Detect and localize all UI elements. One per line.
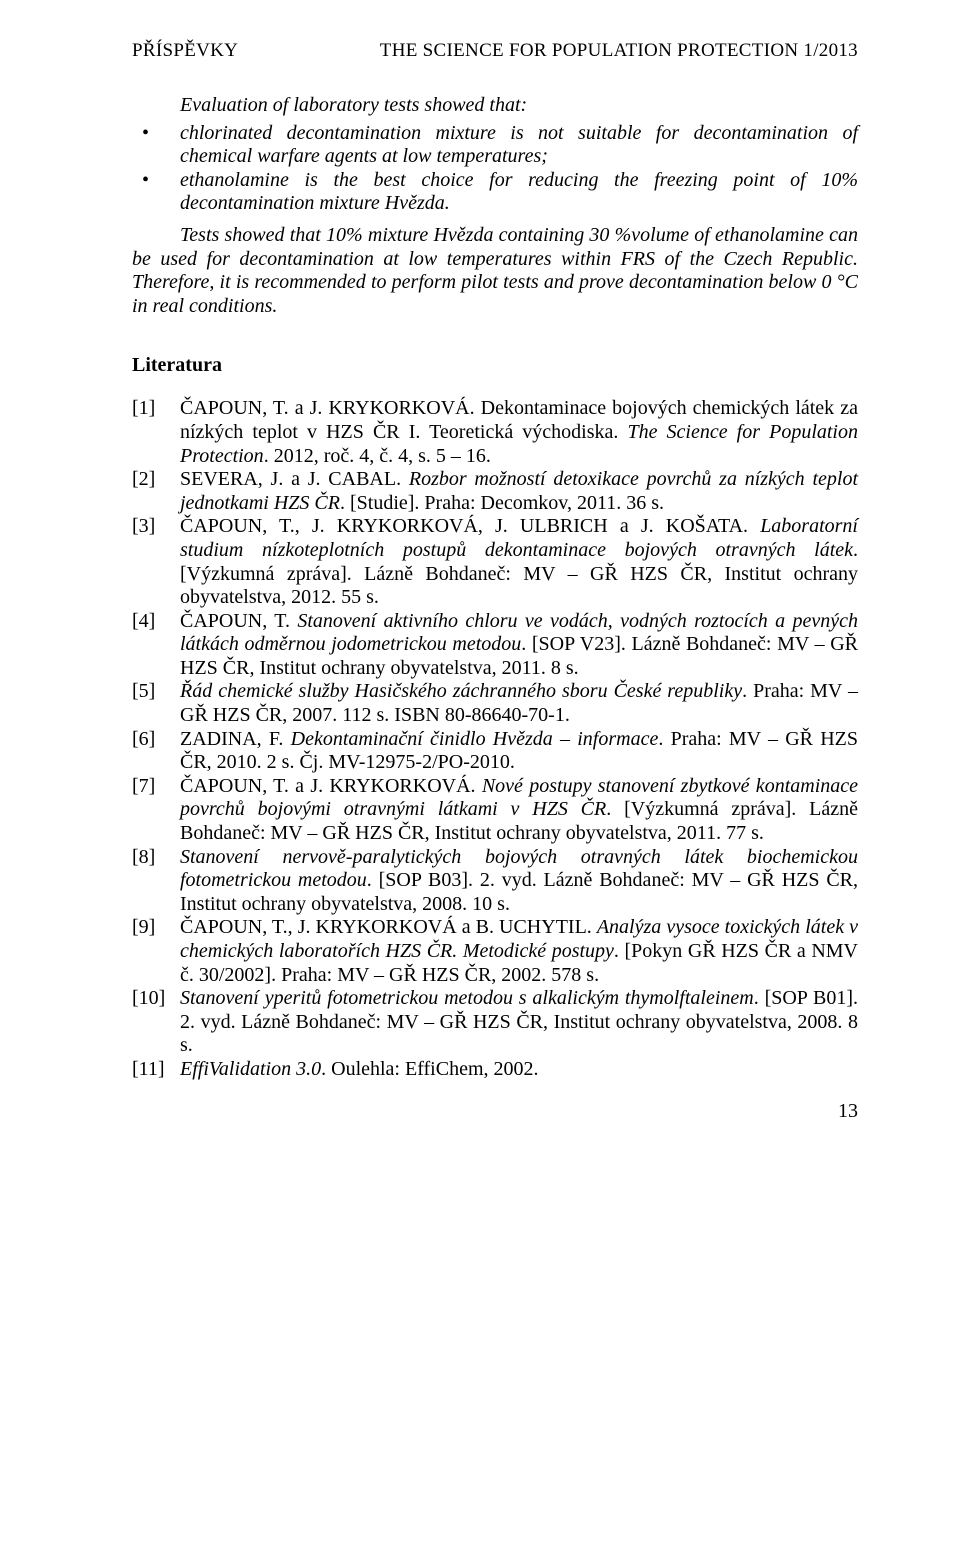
- reference-pre-text: ČAPOUN, T. a J. KRYKORKOVÁ.: [180, 775, 482, 797]
- reference-item: [2]SEVERA, J. a J. CABAL. Rozbor možnost…: [132, 468, 858, 515]
- reference-number: [8]: [132, 846, 155, 870]
- reference-number: [2]: [132, 468, 155, 492]
- reference-number: [9]: [132, 916, 155, 940]
- reference-item: [1]ČAPOUN, T. a J. KRYKORKOVÁ. Dekontami…: [132, 397, 858, 468]
- bullet-list: chlorinated decontamination mixture is n…: [132, 122, 858, 216]
- reference-post-text: . Oulehla: EffiChem, 2002.: [321, 1058, 538, 1080]
- reference-post-text: . 2012, roč. 4, č. 4, s. 5 – 16.: [264, 445, 491, 467]
- reference-number: [3]: [132, 515, 155, 539]
- reference-title: Dekontaminační činidlo Hvězda – informac…: [291, 728, 659, 750]
- reference-number: [4]: [132, 610, 155, 634]
- reference-post-text: . [Studie]. Praha: Decomkov, 2011. 36 s.: [340, 492, 664, 514]
- reference-number: [11]: [132, 1058, 165, 1082]
- reference-number: [5]: [132, 680, 155, 704]
- page-header: PŘÍSPĚVKY THE SCIENCE FOR POPULATION PRO…: [132, 40, 858, 62]
- reference-item: [3] ČAPOUN, T., J. KRYKORKOVÁ, J. ULBRICH…: [132, 515, 858, 609]
- reference-title: Řád chemické služby Hasičského záchranné…: [180, 680, 742, 702]
- reference-item: [6] ZADINA, F. Dekontaminační činidlo Hvě…: [132, 728, 858, 775]
- reference-pre-text: ČAPOUN, T.: [180, 610, 297, 632]
- reference-pre-text: ČAPOUN, T., J. KRYKORKOVÁ, J. ULBRICH a …: [180, 515, 760, 537]
- reference-number: [6]: [132, 728, 155, 752]
- reference-number: [1]: [132, 397, 155, 421]
- reference-pre-text: ZADINA, F.: [180, 728, 291, 750]
- tests-paragraph: Tests showed that 10% mixture Hvězda con…: [132, 224, 858, 318]
- reference-item: [9] ČAPOUN, T., J. KRYKORKOVÁ a B. UCHYTI…: [132, 916, 858, 987]
- bullet-item: ethanolamine is the best choice for redu…: [132, 169, 858, 216]
- reference-pre-text: ČAPOUN, T., J. KRYKORKOVÁ a B. UCHYTIL.: [180, 916, 597, 938]
- reference-pre-text: SEVERA, J. a J. CABAL.: [180, 468, 409, 490]
- page-number: 13: [132, 1100, 858, 1123]
- bullet-item: chlorinated decontamination mixture is n…: [132, 122, 858, 169]
- reference-item: [5] Řád chemické služby Hasičského záchra…: [132, 680, 858, 727]
- intro-paragraph: Evaluation of laboratory tests showed th…: [132, 94, 858, 118]
- reference-item: [4]ČAPOUN, T. Stanovení aktivního chloru…: [132, 610, 858, 681]
- reference-number: [10]: [132, 987, 165, 1011]
- reference-item: [7]ČAPOUN, T. a J. KRYKORKOVÁ. Nové post…: [132, 775, 858, 846]
- reference-list: [1] ČAPOUN, T. a J. KRYKORKOVÁ. Dekontami…: [132, 397, 858, 1081]
- reference-item: [11] EffiValidation 3.0. Oulehla: EffiChe…: [132, 1058, 858, 1082]
- header-left: PŘÍSPĚVKY: [132, 40, 238, 62]
- header-right: THE SCIENCE FOR POPULATION PROTECTION 1/…: [380, 40, 858, 62]
- reference-title: Stanovení yperitů fotometrickou metodou …: [180, 987, 754, 1009]
- reference-number: [7]: [132, 775, 155, 799]
- reference-item: [10] Stanovení yperitů fotometrickou meto…: [132, 987, 858, 1058]
- literatura-heading: Literatura: [132, 354, 858, 377]
- reference-item: [8]Stanovení nervově-paralytických bojov…: [132, 846, 858, 917]
- reference-title: EffiValidation 3.0: [180, 1058, 321, 1080]
- document-page: PŘÍSPĚVKY THE SCIENCE FOR POPULATION PRO…: [0, 0, 960, 1543]
